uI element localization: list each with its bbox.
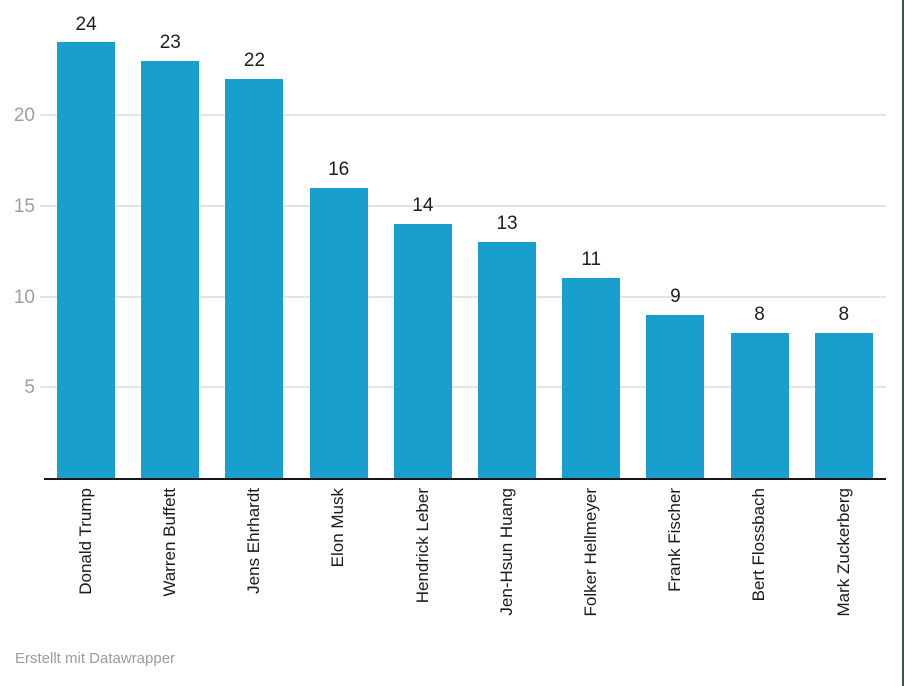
x-axis-label: Jen-Hsun Huang xyxy=(496,488,516,616)
x-axis-label: Donald Trump xyxy=(75,488,95,595)
y-axis-tick-label: 5 xyxy=(24,377,35,399)
bar-column: 14 xyxy=(381,195,465,478)
x-axis-label-cell: Frank Fischer xyxy=(633,488,717,648)
datawrapper-attribution-link[interactable]: Erstellt mit Datawrapper xyxy=(15,650,176,667)
x-axis-label: Mark Zuckerberg xyxy=(833,488,853,617)
gridline xyxy=(40,386,886,389)
x-axis-labels: Donald Trump Warren Buffett Jens Ehrhardt E… xyxy=(44,488,886,648)
bar-value-label: 9 xyxy=(670,285,681,307)
bar-value-label: 14 xyxy=(412,195,434,217)
x-axis-label: Frank Fischer xyxy=(665,488,685,592)
x-axis-label-cell: Mark Zuckerberg xyxy=(802,488,886,648)
x-axis-label-cell: Jens Ehrhardt xyxy=(212,488,296,648)
bar-column: 24 xyxy=(44,13,128,478)
bar-value-label: 11 xyxy=(581,249,602,271)
x-axis-label: Warren Buffett xyxy=(160,488,180,597)
y-axis-tick-label: 20 xyxy=(13,105,35,126)
bar xyxy=(309,187,368,478)
x-axis-label: Folker Hellmeyer xyxy=(581,488,601,617)
bar-column: 13 xyxy=(465,213,549,478)
gridline xyxy=(40,295,886,298)
bar-value-label: 22 xyxy=(243,49,266,71)
y-axis-tick-labels: 5 10 15 20 xyxy=(0,0,35,478)
y-axis-tick-label: 15 xyxy=(13,195,35,217)
gridline xyxy=(40,114,886,116)
bar xyxy=(814,332,873,478)
x-axis-label-cell: Elon Musk xyxy=(297,488,381,648)
x-axis-label-cell: Folker Hellmeyer xyxy=(549,488,633,648)
bar xyxy=(646,314,705,478)
bar-value-label: 23 xyxy=(159,31,181,53)
bar-value-label: 16 xyxy=(328,158,350,180)
bar-column: 9 xyxy=(633,285,717,478)
bar xyxy=(562,278,621,478)
x-axis-label-cell: Hendrick Leber xyxy=(381,488,465,648)
x-axis-label-cell: Bert Flossbach xyxy=(718,488,802,648)
gridline xyxy=(40,204,886,207)
x-axis-label-cell: Warren Buffett xyxy=(128,488,212,648)
x-axis-label: Hendrick Leber xyxy=(412,488,432,604)
bar xyxy=(393,223,452,478)
bar-column: 22 xyxy=(212,49,296,478)
bar-column: 16 xyxy=(297,158,381,478)
x-axis-label-cell: Donald Trump xyxy=(44,488,128,648)
gridlines-layer xyxy=(40,0,886,478)
bar-column: 11 xyxy=(549,250,633,478)
bar-value-label: 8 xyxy=(838,303,850,325)
plot-area: 24 23 22 16 14 13 11 9 8 8 xyxy=(40,0,886,480)
screenshot-edge-border xyxy=(902,0,904,686)
bars-layer: 24 23 22 16 14 13 11 9 8 8 xyxy=(44,0,886,478)
y-axis-tick-label: 10 xyxy=(13,286,35,308)
bar-value-label: 24 xyxy=(75,13,97,35)
bar-column: 8 xyxy=(802,303,886,478)
x-axis-label: Jens Ehrhardt xyxy=(244,488,264,594)
bar-column: 23 xyxy=(128,31,212,478)
x-axis-label-cell: Jen-Hsun Huang xyxy=(465,488,549,648)
x-axis-label: Elon Musk xyxy=(328,488,348,568)
bar-column: 8 xyxy=(718,303,802,478)
bar xyxy=(141,60,200,478)
bar-value-label: 8 xyxy=(754,303,765,325)
bar xyxy=(225,78,284,478)
bar xyxy=(57,42,116,478)
bar-value-label: 13 xyxy=(496,213,518,235)
x-axis-label: Bert Flossbach xyxy=(749,488,769,602)
bar xyxy=(730,332,789,478)
bar xyxy=(478,242,537,478)
